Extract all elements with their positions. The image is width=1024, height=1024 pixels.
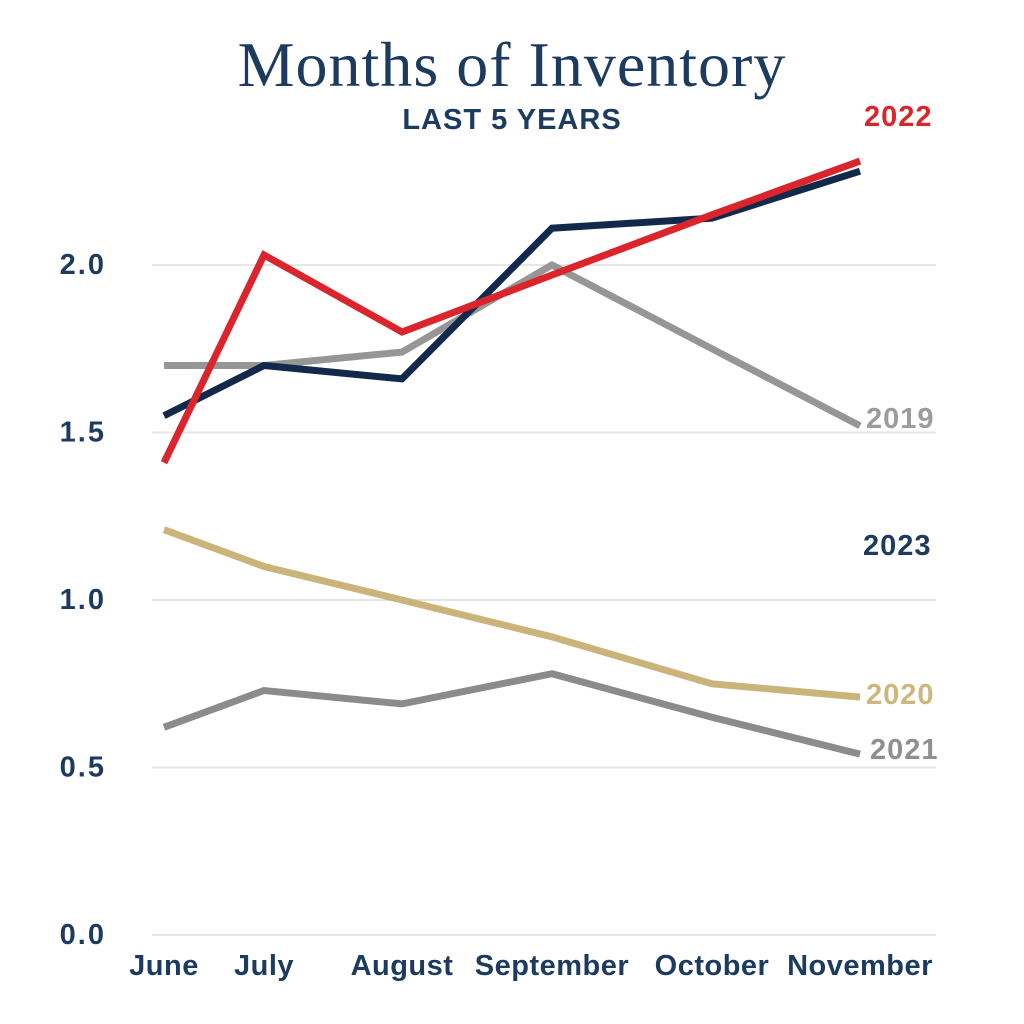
series-label-2019: 2019 [866, 403, 935, 435]
series-label-2020: 2020 [866, 679, 935, 711]
y-tick-label-0.5: 0.5 [60, 752, 106, 784]
series-label-2022: 2022 [864, 101, 933, 133]
y-tick-label-2.0: 2.0 [60, 249, 106, 281]
series-line-2022 [160, 157, 862, 465]
x-tick-label-october: October [655, 950, 770, 982]
series-label-2023: 2023 [863, 530, 932, 562]
series-label-2021: 2021 [870, 734, 939, 766]
y-tick-label-1.0: 1.0 [60, 584, 106, 616]
x-tick-label-august: August [351, 950, 454, 982]
x-tick-label-june: June [129, 950, 199, 982]
y-tick-label-0.0: 0.0 [60, 919, 106, 951]
x-tick-label-september: September [475, 950, 629, 982]
series-line-2019 [164, 261, 862, 429]
x-tick-label-july: July [234, 950, 294, 982]
y-tick-label-1.5: 1.5 [60, 417, 106, 449]
series-line-2021 [162, 670, 861, 758]
x-tick-label-november: November [787, 950, 933, 982]
series-line-2020 [162, 526, 861, 701]
